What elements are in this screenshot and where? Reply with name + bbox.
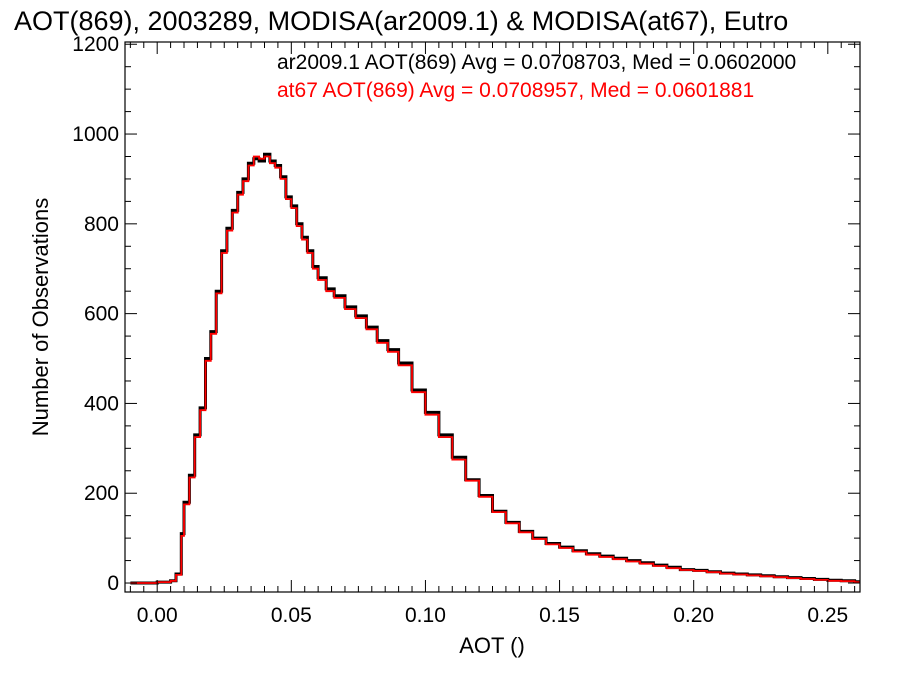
y-tick-label: 400 bbox=[84, 392, 119, 415]
y-tick-label: 1000 bbox=[72, 123, 119, 146]
y-tick-label: 0 bbox=[107, 572, 119, 595]
series-line-1 bbox=[130, 155, 860, 584]
y-tick-label: 200 bbox=[84, 482, 119, 505]
x-tick-label: 0.00 bbox=[137, 604, 178, 627]
legend-annotation-black: ar2009.1 AOT(869) Avg = 0.0708703, Med =… bbox=[277, 51, 796, 74]
chart-title: AOT(869), 2003289, MODISA(ar2009.1) & MO… bbox=[14, 6, 788, 36]
x-axis-label: AOT () bbox=[459, 633, 525, 658]
legend-annotation-red: at67 AOT(869) Avg = 0.0708957, Med = 0.0… bbox=[277, 79, 754, 102]
series-layer bbox=[130, 152, 860, 585]
x-tick-label: 0.05 bbox=[271, 604, 312, 627]
x-tick-label: 0.25 bbox=[807, 604, 848, 627]
y-axis: 0 200 400 600 800 1000 1200 bbox=[72, 33, 860, 595]
x-tick-label: 0.15 bbox=[539, 604, 580, 627]
y-tick-label: 1200 bbox=[72, 33, 119, 56]
y-tick-label: 800 bbox=[84, 213, 119, 236]
y-tick-label: 600 bbox=[84, 303, 119, 326]
x-tick-label: 0.20 bbox=[673, 604, 714, 627]
x-tick-label: 0.10 bbox=[405, 604, 446, 627]
x-axis: 0.00 0.05 0.10 0.15 0.20 0.25 bbox=[129, 42, 856, 627]
y-axis-label: Number of Observations bbox=[28, 198, 53, 436]
